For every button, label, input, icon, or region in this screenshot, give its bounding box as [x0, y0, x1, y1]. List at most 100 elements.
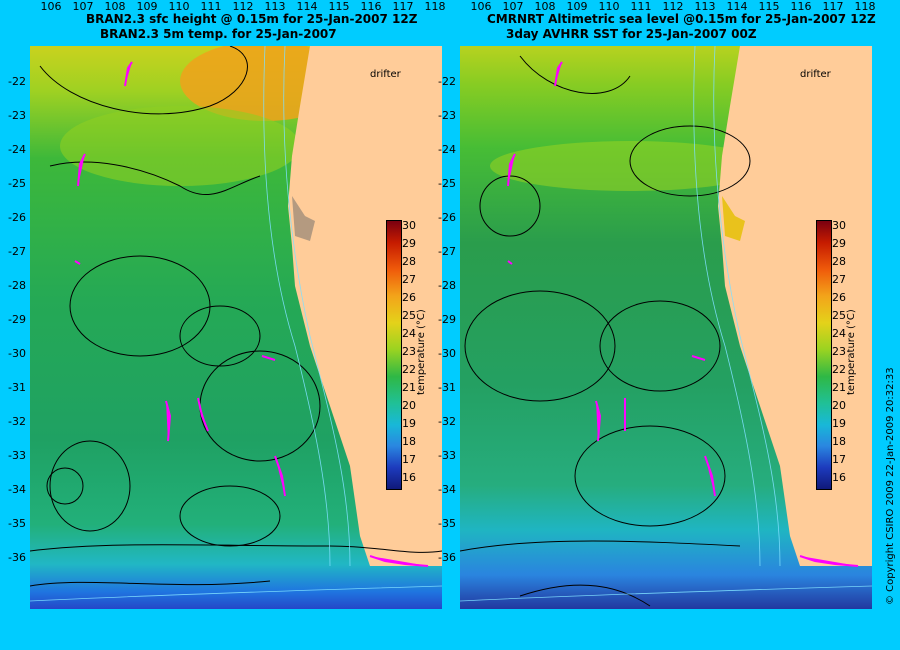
- y-tick-label: -25: [8, 177, 26, 190]
- colorbar-tick-label: 29: [402, 237, 416, 250]
- drifter-arrow: [554, 61, 563, 87]
- land-australia: [288, 46, 442, 566]
- x-tick-label: 116: [790, 0, 812, 13]
- y-tick-label: -32: [438, 415, 456, 428]
- drifter-arrow: [369, 555, 429, 567]
- left-colorbar-title: temperature (°C): [416, 309, 427, 395]
- y-tick-label: -26: [438, 211, 456, 224]
- right-map-panel: [460, 46, 872, 609]
- colorbar-tick-label: 18: [832, 435, 846, 448]
- contour-line: [574, 425, 726, 527]
- x-tick-label: 113: [694, 0, 716, 13]
- contour-line: [179, 305, 261, 367]
- colorbar-tick-label: 24: [402, 327, 416, 340]
- drifter-arrow: [704, 455, 716, 497]
- right-map: [460, 46, 872, 609]
- y-tick-label: -22: [438, 75, 456, 88]
- colorbar-tick-label: 26: [402, 291, 416, 304]
- drifter-arrow: [197, 397, 209, 432]
- land-australia: [718, 46, 872, 566]
- drifter-arrow: [77, 153, 86, 187]
- land-bay: [722, 196, 745, 241]
- y-tick-label: -34: [8, 483, 26, 496]
- colorbar-tick-label: 27: [402, 273, 416, 286]
- drifter-arrow: [261, 355, 276, 361]
- isobath: [460, 585, 872, 602]
- y-tick-label: -33: [438, 449, 456, 462]
- contour-line: [39, 46, 248, 115]
- y-tick-label: -27: [438, 245, 456, 258]
- contour-line: [519, 55, 631, 94]
- y-tick-label: -29: [438, 313, 456, 326]
- bathymetry-lines: [460, 46, 872, 602]
- x-tick-label: 111: [200, 0, 222, 13]
- colorbar-tick-label: 17: [402, 453, 416, 466]
- y-tick-label: -24: [8, 143, 26, 156]
- drifter-arrow: [595, 400, 602, 442]
- colorbar-tick-label: 19: [402, 417, 416, 430]
- left-map: [30, 46, 442, 609]
- contour-line: [49, 440, 131, 532]
- isobath: [30, 585, 442, 602]
- x-tick-label: 111: [630, 0, 652, 13]
- colorbar-tick-label: 18: [402, 435, 416, 448]
- y-tick-label: -31: [438, 381, 456, 394]
- colorbar-tick-label: 17: [832, 453, 846, 466]
- y-tick-label: -35: [8, 517, 26, 530]
- drifter-tracks: [74, 61, 429, 567]
- x-tick-label: 117: [822, 0, 844, 13]
- colorbar-tick-label: 30: [402, 219, 416, 232]
- x-tick-label: 118: [424, 0, 446, 13]
- colorbar-tick-label: 29: [832, 237, 846, 250]
- x-tick-label: 112: [662, 0, 684, 13]
- drifter-arrow: [165, 400, 172, 442]
- y-tick-label: -30: [8, 347, 26, 360]
- drifter-arrow: [507, 153, 516, 187]
- contour-line: [49, 161, 261, 196]
- colorbar-tick-label: 16: [402, 471, 416, 484]
- left-map-panel: [30, 46, 442, 609]
- contour-line: [460, 540, 741, 552]
- contour-line: [69, 255, 211, 357]
- colorbar-tick-label: 16: [832, 471, 846, 484]
- colorbar-tick-label: 25: [832, 309, 846, 322]
- colorbar-tick-label: 28: [402, 255, 416, 268]
- x-tick-label: 109: [566, 0, 588, 13]
- isobath: [283, 46, 351, 567]
- drifter-legend-left: drifter: [370, 69, 401, 80]
- colorbar-tick-label: 22: [832, 363, 846, 376]
- contour-line: [599, 300, 721, 392]
- left-title-line2: BRAN2.3 5m temp. for 25-Jan-2007: [100, 27, 337, 41]
- right-title-line2: 3day AVHRR SST for 25-Jan-2007 00Z: [506, 27, 757, 41]
- colorbar-tick-label: 21: [402, 381, 416, 394]
- drifter-arrow: [691, 355, 706, 361]
- contour-line: [519, 584, 651, 607]
- x-tick-label: 110: [598, 0, 620, 13]
- x-tick-label: 113: [264, 0, 286, 13]
- right-colorbar: [816, 220, 832, 490]
- x-tick-label: 115: [758, 0, 780, 13]
- colorbar-tick-label: 30: [832, 219, 846, 232]
- isobath: [713, 46, 781, 567]
- y-tick-label: -34: [438, 483, 456, 496]
- x-tick-label: 106: [40, 0, 62, 13]
- contour-line: [629, 125, 751, 197]
- isobath: [693, 46, 761, 567]
- colorbar-tick-label: 26: [832, 291, 846, 304]
- y-tick-label: -36: [8, 551, 26, 564]
- y-tick-label: -25: [438, 177, 456, 190]
- y-tick-label: -29: [8, 313, 26, 326]
- y-tick-label: -23: [438, 109, 456, 122]
- colorbar-tick-label: 20: [402, 399, 416, 412]
- y-tick-label: -35: [438, 517, 456, 530]
- contour-line: [30, 544, 442, 553]
- y-tick-label: -27: [8, 245, 26, 258]
- x-tick-label: 107: [72, 0, 94, 13]
- y-tick-label: -32: [8, 415, 26, 428]
- x-tick-label: 114: [726, 0, 748, 13]
- colorbar-tick-label: 23: [832, 345, 846, 358]
- y-tick-label: -36: [438, 551, 456, 564]
- contour-line: [464, 290, 616, 402]
- x-tick-label: 114: [296, 0, 318, 13]
- colorbar-tick-label: 25: [402, 309, 416, 322]
